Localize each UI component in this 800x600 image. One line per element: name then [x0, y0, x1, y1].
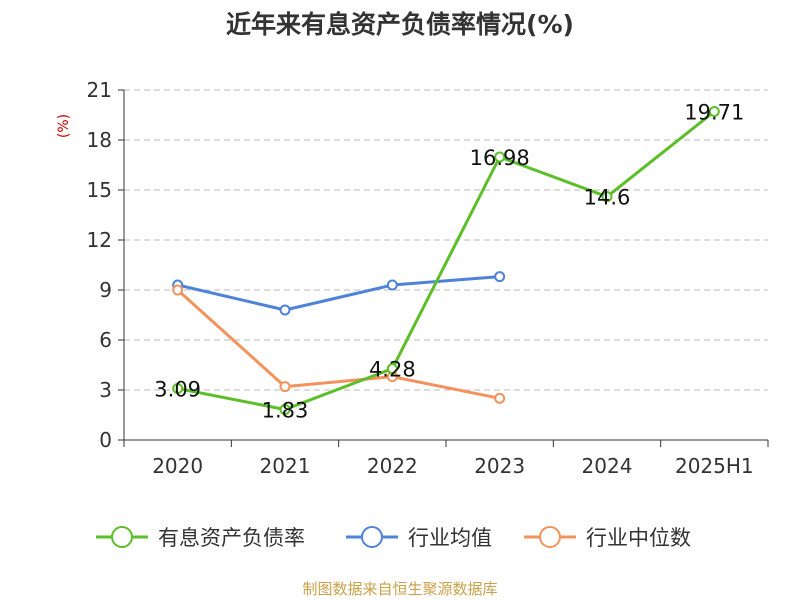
data-point	[494, 151, 506, 163]
data-point	[279, 304, 291, 316]
data-point	[494, 392, 506, 404]
series-line	[176, 288, 500, 400]
legend-item[interactable]: 有息资产负债率	[96, 526, 305, 550]
legend-swatch-marker	[361, 526, 383, 548]
y-tick-label: 18	[87, 128, 112, 152]
y-axis-unit: (%)	[56, 114, 72, 138]
y-tick-label: 21	[87, 78, 112, 102]
y-tick-label: 0	[99, 428, 112, 452]
chart-title: 近年来有息资产负债率情况(%)	[226, 10, 574, 39]
data-point	[494, 271, 506, 283]
x-tick-label: 2024	[582, 454, 633, 478]
legend-swatch-marker	[539, 526, 561, 548]
series-line	[177, 275, 500, 312]
data-label: 4.28	[369, 358, 416, 382]
data-label: 19.71	[684, 101, 744, 125]
legend[interactable]: 有息资产负债率 行业均值 行业中位数	[96, 526, 691, 550]
data-point	[386, 363, 398, 375]
legend-swatch-marker	[111, 526, 133, 548]
data-point	[172, 284, 184, 296]
x-tick-label: 2021	[260, 454, 311, 478]
data-labels: 3.09 1.83 4.28 16.98 14.6 19.71	[154, 101, 744, 423]
data-point	[279, 404, 291, 415]
data-label: 16.98	[470, 146, 530, 170]
data-point	[601, 191, 613, 203]
data-label: 1.83	[262, 399, 309, 423]
data-point	[279, 381, 291, 393]
data-point	[172, 383, 184, 394]
y-tick-label: 15	[87, 178, 112, 202]
data-point	[708, 106, 720, 117]
x-tick-label: 2023	[474, 454, 525, 478]
data-label: 3.09	[154, 378, 201, 402]
series-line	[177, 110, 716, 411]
x-tick-label: 2020	[152, 454, 203, 478]
y-tick-label: 12	[87, 228, 112, 252]
data-label: 14.6	[584, 186, 631, 210]
grid-lines	[124, 89, 768, 391]
legend-item[interactable]: 行业中位数	[524, 526, 691, 550]
y-tick-label: 6	[99, 328, 112, 352]
x-tick-label: 2022	[367, 454, 418, 478]
legend-item[interactable]: 行业均值	[346, 526, 492, 550]
x-tick-label: 2025H1	[675, 454, 754, 478]
legend-label: 有息资产负债率	[158, 526, 305, 550]
source-note: 制图数据来自恒生聚源数据库	[302, 580, 497, 598]
legend-label: 行业中位数	[586, 526, 691, 550]
y-tick-label: 9	[99, 278, 112, 302]
y-tick-label: 3	[99, 378, 112, 402]
series-layer	[172, 106, 720, 415]
data-point	[386, 279, 398, 291]
legend-label: 行业均值	[408, 526, 492, 550]
axes: 0 3 6 9 12 15 18 21 2020 2021 2022 2023 2024 2025H1	[87, 78, 769, 478]
